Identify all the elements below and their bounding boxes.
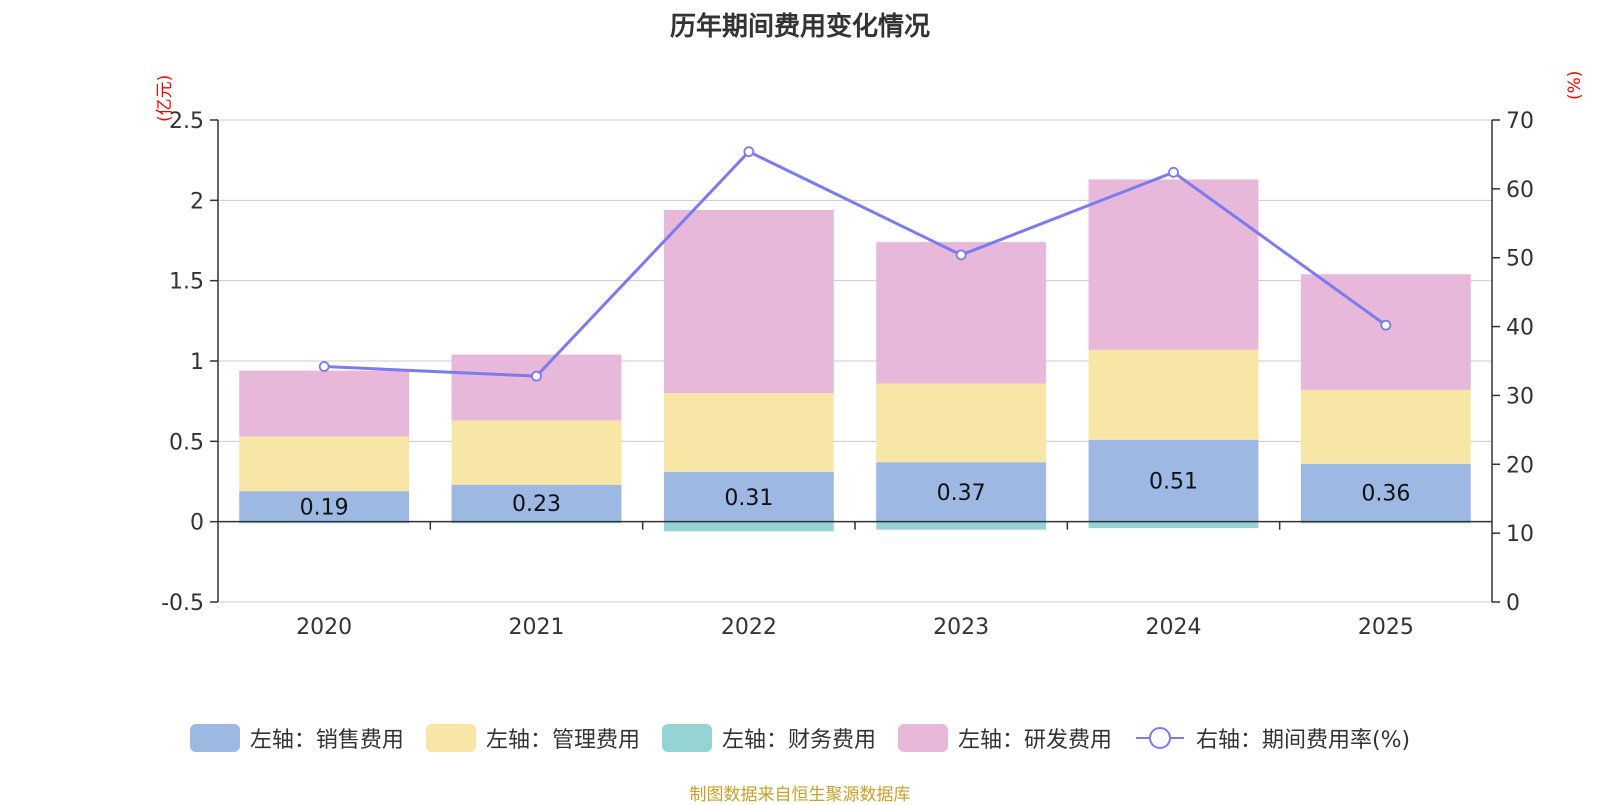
data-source-note: 制图数据来自恒生聚源数据库 <box>689 785 911 805</box>
bar-segment <box>876 383 1047 463</box>
legend-swatch-admin <box>425 724 476 752</box>
legend-line-marker-icon <box>1135 727 1184 749</box>
line-layer <box>318 146 1392 382</box>
bar-value-label: 0.23 <box>512 492 561 517</box>
left-tick-label: 2.5 <box>169 109 204 134</box>
bar-value-label: 0.37 <box>937 481 986 506</box>
legend-swatch-rd <box>897 724 948 752</box>
legend-label-finance: 左轴：财务费用 <box>721 728 876 753</box>
legend-label-rd: 左轴：研发费用 <box>957 728 1112 753</box>
expense-ratio-line <box>324 149 1387 378</box>
legend-label-admin: 左轴：管理费用 <box>485 728 640 753</box>
right-tick-label: 0 <box>1506 591 1520 616</box>
bar-segment <box>1088 349 1259 440</box>
bar-segment <box>876 462 1047 522</box>
legend-item-sales[interactable]: 左轴：销售费用 <box>189 722 404 754</box>
left-tick-label: 0.5 <box>169 430 204 455</box>
right-tick-label: 10 <box>1506 522 1534 547</box>
expense-ratio-point <box>531 370 542 382</box>
bar-segment <box>1300 463 1471 522</box>
bar-segment <box>876 521 1047 530</box>
left-tick-label: -0.5 <box>161 591 204 616</box>
bar-layer <box>239 179 1471 532</box>
legend-item-expense-ratio[interactable]: 右轴：期间费用率(%) <box>1134 722 1410 754</box>
bar-segment <box>1300 274 1471 390</box>
expense-ratio-point <box>1380 319 1392 331</box>
bar-segment <box>451 521 622 524</box>
x-tick-label: 2021 <box>509 615 565 640</box>
right-tick-label: 20 <box>1506 453 1534 478</box>
left-tick-label: 0 <box>190 511 204 536</box>
bar-segment <box>1300 389 1471 464</box>
bar-segment <box>663 209 834 394</box>
expense-ratio-point <box>955 249 967 261</box>
legend-label-expense-ratio: 右轴：期间费用率(%) <box>1195 728 1411 753</box>
x-tick-label: 2020 <box>296 615 352 640</box>
label-layer: 0.19 0.23 0.31 0.37 0.51 0.36 <box>300 470 1411 521</box>
bar-segment <box>663 393 834 472</box>
bar-value-label: 0.51 <box>1149 470 1198 495</box>
right-tick-label: 50 <box>1506 247 1534 272</box>
left-tick-label: 2 <box>190 189 204 214</box>
expense-ratio-point <box>1168 166 1179 178</box>
right-tick-label: 60 <box>1506 178 1534 203</box>
legend-swatch-finance <box>661 724 712 752</box>
legend-item-finance[interactable]: 左轴：财务费用 <box>661 722 876 754</box>
left-tick-label: 1.5 <box>169 270 204 295</box>
right-tick-label: 40 <box>1506 316 1534 341</box>
legend-label-sales: 左轴：销售费用 <box>249 728 404 753</box>
legend: 左轴：销售费用 左轴：管理费用 左轴：财务费用 左轴：研发费用 右轴：期间费用率… <box>0 722 1600 754</box>
expense-ratio-point <box>743 146 755 158</box>
bar-segment <box>663 471 834 522</box>
bar-segment <box>663 521 834 532</box>
bar-value-label: 0.36 <box>1361 482 1410 507</box>
bar-segment <box>239 436 410 492</box>
legend-item-rd[interactable]: 左轴：研发费用 <box>897 722 1112 754</box>
x-tick-label: 2023 <box>933 615 989 640</box>
right-tick-label: 70 <box>1506 109 1534 134</box>
bar-segment <box>451 354 622 421</box>
left-tick-label: 1 <box>190 350 204 375</box>
bar-segment <box>876 242 1047 384</box>
bar-segment <box>1088 179 1259 350</box>
right-tick-label: 30 <box>1506 384 1534 409</box>
x-tick-label: 2022 <box>721 615 777 640</box>
x-tick-label: 2024 <box>1146 615 1202 640</box>
legend-swatch-sales <box>189 724 240 752</box>
x-tick-label: 2025 <box>1358 615 1414 640</box>
bar-segment <box>1300 521 1471 524</box>
bar-segment <box>239 370 410 437</box>
bar-value-label: 0.31 <box>724 486 773 511</box>
bar-segment <box>451 484 622 522</box>
chart-title: 历年期间费用变化情况 <box>669 12 930 42</box>
bar-segment <box>1088 439 1259 522</box>
bar-segment <box>239 521 410 524</box>
legend-item-admin[interactable]: 左轴：管理费用 <box>425 722 640 754</box>
bar-segment <box>239 491 410 522</box>
bar-value-label: 0.19 <box>300 495 349 520</box>
bar-segment <box>451 420 622 485</box>
expense-ratio-point <box>318 361 330 372</box>
bar-segment <box>1088 521 1259 529</box>
